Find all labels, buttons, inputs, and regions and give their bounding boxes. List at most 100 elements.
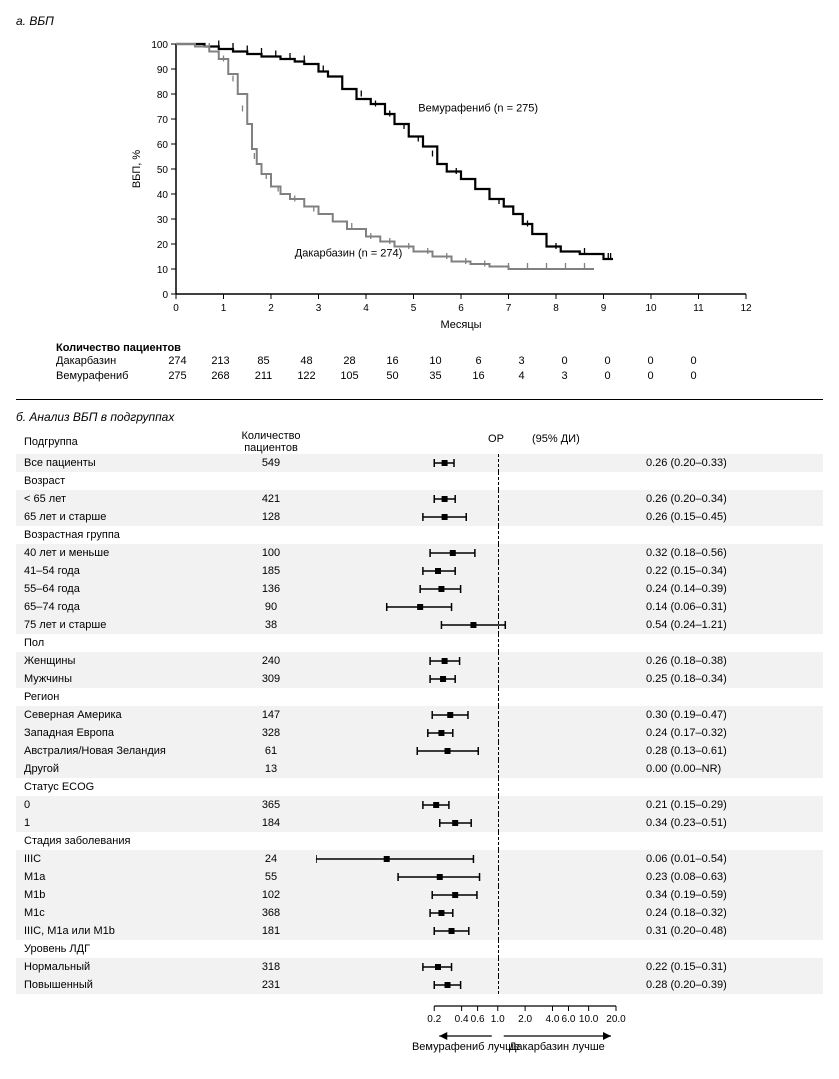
forest-row-n: 365 xyxy=(226,799,316,811)
forest-row-n: 368 xyxy=(226,907,316,919)
svg-text:0: 0 xyxy=(173,303,179,314)
forest-row: IIIC, M1a или M1b1810.31 (0.20–0.48) xyxy=(16,922,823,940)
forest-row-label: Повышенный xyxy=(16,979,226,991)
panel-divider xyxy=(16,399,823,400)
forest-row-label: Австралия/Новая Зеландия xyxy=(16,745,226,757)
forest-row-svg xyxy=(316,850,616,868)
forest-row-n: 185 xyxy=(226,565,316,577)
svg-text:30: 30 xyxy=(157,215,169,226)
forest-row-ci: 0.22 (0.15–0.34) xyxy=(616,565,776,577)
forest-row-n: 100 xyxy=(226,547,316,559)
svg-text:4: 4 xyxy=(363,303,369,314)
svg-text:Дакарбазин лучше: Дакарбазин лучше xyxy=(509,1041,605,1053)
forest-axis-svg: 0.20.40.61.02.04.06.010.020.0Вемурафениб… xyxy=(16,996,816,1056)
forest-row-label: 40 лет и меньше xyxy=(16,547,226,559)
forest-row-label: Западная Европа xyxy=(16,727,226,739)
risk-cell: 0 xyxy=(672,354,715,369)
risk-cell: 48 xyxy=(285,354,328,369)
forest-ref-line xyxy=(498,940,499,958)
forest-row-ci: 0.54 (0.24–1.21) xyxy=(616,619,776,631)
forest-row: Повышенный2310.28 (0.20–0.39) xyxy=(16,976,823,994)
forest-row-svg xyxy=(316,670,616,688)
forest-row-svg xyxy=(316,742,616,760)
forest-row-label: 55–64 года xyxy=(16,583,226,595)
forest-row-svg xyxy=(316,868,616,886)
risk-cell: 105 xyxy=(328,369,371,384)
forest-row-label: Женщины xyxy=(16,655,226,667)
panel-a-label: а. ВБП xyxy=(16,14,823,28)
forest-row-plot xyxy=(316,490,616,508)
forest-row-plot xyxy=(316,652,616,670)
forest-row-svg xyxy=(316,796,616,814)
forest-row-plot xyxy=(316,472,616,490)
forest-row-label: Уровень ЛДГ xyxy=(16,943,226,955)
forest-row-label: Другой xyxy=(16,763,226,775)
forest-section-header: Стадия заболевания xyxy=(16,832,823,850)
forest-row-ci: 0.25 (0.18–0.34) xyxy=(616,673,776,685)
forest-row: Другой130.00 (0.00–NR) xyxy=(16,760,823,778)
forest-header-ci-label: (95% ДИ) xyxy=(532,433,580,445)
forest-row-n: 55 xyxy=(226,871,316,883)
risk-header: Количество пациентов xyxy=(56,342,823,354)
forest-row-n: 309 xyxy=(226,673,316,685)
forest-row-plot xyxy=(316,778,616,796)
svg-text:6: 6 xyxy=(458,303,464,314)
risk-table: Количество пациентов Дакарбазин274213854… xyxy=(16,342,823,385)
forest-row-svg xyxy=(316,652,616,670)
svg-text:70: 70 xyxy=(157,115,169,126)
svg-text:7: 7 xyxy=(506,303,512,314)
svg-text:0.4: 0.4 xyxy=(455,1014,469,1025)
forest-row-ci: 0.26 (0.18–0.38) xyxy=(616,655,776,667)
forest-header: Подгруппа Количество пациентов ОР (95% Д… xyxy=(16,430,823,454)
forest-row-n: 181 xyxy=(226,925,316,937)
svg-text:8: 8 xyxy=(553,303,559,314)
forest-row-ci: 0.24 (0.17–0.32) xyxy=(616,727,776,739)
forest-section-header: Возраст xyxy=(16,472,823,490)
risk-cell: 0 xyxy=(586,354,629,369)
forest-row-svg xyxy=(316,958,616,976)
forest-section-header: Возрастная группа xyxy=(16,526,823,544)
forest-row-plot xyxy=(316,814,616,832)
forest-row: 41–54 года1850.22 (0.15–0.34) xyxy=(16,562,823,580)
forest-row-n: 128 xyxy=(226,511,316,523)
forest-row-n: 147 xyxy=(226,709,316,721)
risk-cell: 85 xyxy=(242,354,285,369)
forest-row: 65 лет и старше1280.26 (0.15–0.45) xyxy=(16,508,823,526)
forest-row: IIIC240.06 (0.01–0.54) xyxy=(16,850,823,868)
forest-row-plot xyxy=(316,886,616,904)
km-chart: 01020304050607080901000123456789101112Ме… xyxy=(126,34,766,334)
risk-cell: 274 xyxy=(156,354,199,369)
forest-row-plot xyxy=(316,526,616,544)
forest-row-n: 421 xyxy=(226,493,316,505)
km-svg: 01020304050607080901000123456789101112Ме… xyxy=(126,34,766,334)
forest-row: Все пациенты5490.26 (0.20–0.33) xyxy=(16,454,823,472)
svg-text:12: 12 xyxy=(740,303,752,314)
forest-section-header: Уровень ЛДГ xyxy=(16,940,823,958)
forest-section-header: Статус ECOG xyxy=(16,778,823,796)
forest-row-label: Пол xyxy=(16,637,226,649)
forest-section-header: Регион xyxy=(16,688,823,706)
svg-text:10: 10 xyxy=(157,265,169,276)
forest-row-n: 240 xyxy=(226,655,316,667)
forest-row-ci: 0.23 (0.08–0.63) xyxy=(616,871,776,883)
forest-row-label: Возрастная группа xyxy=(16,529,226,541)
risk-row-label: Дакарбазин xyxy=(16,354,156,369)
forest-row-ci: 0.26 (0.20–0.34) xyxy=(616,493,776,505)
forest-row-n: 24 xyxy=(226,853,316,865)
forest-header-or: ОР xyxy=(488,433,504,445)
svg-text:Вемурафениб лучше: Вемурафениб лучше xyxy=(412,1041,520,1053)
forest-row-plot xyxy=(316,544,616,562)
forest-row-svg xyxy=(316,886,616,904)
svg-text:1.0: 1.0 xyxy=(491,1014,505,1025)
forest-ref-line xyxy=(498,472,499,490)
svg-text:6.0: 6.0 xyxy=(562,1014,576,1025)
forest-header-n: Количество пациентов xyxy=(226,430,316,454)
forest-row-n: 102 xyxy=(226,889,316,901)
svg-text:1: 1 xyxy=(221,303,227,314)
risk-cell: 275 xyxy=(156,369,199,384)
forest-row-plot xyxy=(316,850,616,868)
forest-row: 40 лет и меньше1000.32 (0.18–0.56) xyxy=(16,544,823,562)
forest-row: M1a550.23 (0.08–0.63) xyxy=(16,868,823,886)
forest-row-plot xyxy=(316,796,616,814)
svg-text:Вемурафениб (n = 275): Вемурафениб (n = 275) xyxy=(418,103,538,115)
